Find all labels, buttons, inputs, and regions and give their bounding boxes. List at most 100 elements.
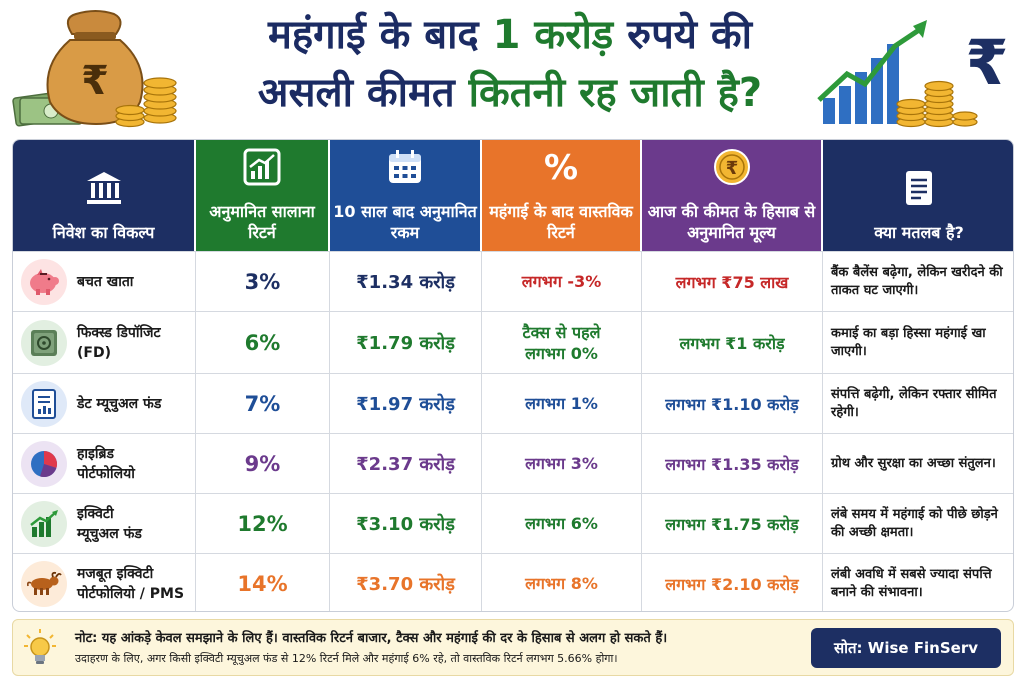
title-line1-post: रुपये की (613, 12, 752, 58)
option-name: फिक्स्ड डिपॉजिट (77, 324, 161, 341)
option-name: डेट म्यूचुअल फंड (77, 395, 162, 412)
lightbulb-icon (24, 629, 56, 664)
table-row: फिक्स्ड डिपॉजिट (FD) 6% ₹1.79 करोड़ टैक्स… (13, 311, 1013, 373)
cell-meaning: ग्रोथ और सुरक्षा का अच्छा संतुलन। (831, 455, 996, 471)
header-amount-after-10-years: 10 साल बाद अनुमानित रकम (330, 140, 482, 251)
cell-investment-option: डेट म्यूचुअल फंड (13, 374, 196, 433)
cell-annual-return: 14% (196, 554, 330, 611)
cell-annual-return: 12% (196, 494, 330, 553)
cell-real-return: लगभग 6% (482, 494, 642, 553)
cell-investment-option: इक्विटी म्यूचुअल फंड (13, 494, 196, 553)
cell-annual-return: 9% (196, 434, 330, 493)
comparison-table: निवेश का विकल्प अनुमानित सालाना रिटर्न 1… (12, 139, 1014, 612)
real-return-line1: लगभग 3% (525, 454, 598, 473)
cell-real-return: लगभग -3% (482, 252, 642, 311)
real-return-line1: लगभग 6% (525, 514, 598, 533)
header-present-value: ₹ आज की कीमत के हिसाब से अनुमानित मूल्य (642, 140, 823, 251)
cell-present-value: लगभग ₹1.10 करोड़ (642, 374, 823, 433)
cell-annual-return: 6% (196, 312, 330, 373)
table-row: डेट म्यूचुअल फंड 7% ₹1.97 करोड़ लगभग 1% … (13, 373, 1013, 433)
cell-amount: ₹2.37 करोड़ (330, 434, 482, 493)
option-name: इक्विटी (77, 505, 114, 522)
cell-present-value: लगभग ₹1.75 करोड़ (642, 494, 823, 553)
header: ₹ महंगाई के बाद 1 करोड़ रुपये की असली की… (0, 0, 1027, 136)
piggy-bank-icon (21, 258, 67, 305)
header-label: अनुमानित सालाना रिटर्न (209, 202, 315, 242)
cell-investment-option: मजबूत इक्विटी पोर्टफोलियो / PMS (13, 554, 196, 611)
option-name: मजबूत इक्विटी (77, 565, 154, 582)
cell-investment-option: बचत खाता (13, 252, 196, 311)
document-icon (899, 168, 939, 208)
cell-meaning: कमाई का बड़ा हिस्सा महंगाई खा जाएगी। (831, 325, 986, 359)
cell-present-value: लगभग ₹2.10 करोड़ (642, 554, 823, 611)
bar-chart-icon (21, 500, 67, 547)
cell-meaning: बैंक बैलेंस बढ़ेगा, लेकिन खरीदने की ताकत… (831, 264, 1003, 298)
table-row: मजबूत इक्विटी पोर्टफोलियो / PMS 14% ₹3.70… (13, 553, 1013, 611)
footer-note: नोट: यह आंकड़े केवल समझाने के लिए हैं। व… (12, 619, 1014, 676)
growth-rupee-icon: ₹ (817, 20, 1009, 128)
bull-icon (21, 560, 67, 607)
cell-present-value: लगभग ₹1.35 करोड़ (642, 434, 823, 493)
note-line-2: उदाहरण के लिए, अगर किसी इक्विटी म्यूचुअल… (75, 652, 618, 665)
cell-amount: ₹1.79 करोड़ (330, 312, 482, 373)
percent-icon: % (541, 147, 581, 187)
page-title: महंगाई के बाद 1 करोड़ रुपये की असली कीमत… (190, 6, 830, 122)
cell-amount: ₹3.10 करोड़ (330, 494, 482, 553)
option-name: बचत खाता (77, 273, 134, 290)
cell-annual-return: 7% (196, 374, 330, 433)
cell-investment-option: फिक्स्ड डिपॉजिट (FD) (13, 312, 196, 373)
header-label: महंगाई के बाद वास्तविक रिटर्न (489, 202, 633, 242)
cell-annual-return: 3% (196, 252, 330, 311)
cell-investment-option: हाइब्रिड पोर्टफोलियो (13, 434, 196, 493)
table-row: इक्विटी म्यूचुअल फंड 12% ₹3.10 करोड़ लगभग… (13, 493, 1013, 553)
title-line2-pre: असली कीमत (257, 70, 469, 116)
header-label: आज की कीमत के हिसाब से अनुमानित मूल्य (647, 202, 816, 242)
header-real-return: % महंगाई के बाद वास्तविक रिटर्न (482, 140, 642, 251)
table-header-row: निवेश का विकल्प अनुमानित सालाना रिटर्न 1… (13, 140, 1013, 251)
pie-chart-icon (21, 440, 67, 487)
growth-chart-icon (242, 147, 282, 187)
note-line-1: नोट: यह आंकड़े केवल समझाने के लिए हैं। व… (75, 631, 668, 646)
calendar-icon (385, 147, 425, 187)
option-name: हाइब्रिड (77, 445, 115, 462)
rupee-coin-icon: ₹ (712, 147, 752, 187)
cell-meaning: संपत्ति बढ़ेगी, लेकिन रफ्तार सीमित रहेगी… (831, 386, 997, 420)
svg-text:%: % (544, 148, 578, 187)
title-line2-highlight: कितनी रह जाती है? (468, 70, 763, 116)
cell-real-return: लगभग 1% (482, 374, 642, 433)
real-return-line1: लगभग 8% (525, 574, 598, 593)
header-label: क्या मतलब है? (874, 223, 964, 242)
cell-real-return: लगभग 3% (482, 434, 642, 493)
cell-present-value: लगभग ₹75 लाख (642, 252, 823, 311)
svg-text:₹: ₹ (725, 158, 738, 179)
money-bag-icon: ₹ (12, 10, 177, 128)
source-badge: सोत: Wise FinServ (811, 628, 1001, 668)
real-return-line1: लगभग 1% (525, 394, 598, 413)
title-line1-pre: महंगाई के बाद (267, 12, 493, 58)
safe-icon (21, 319, 67, 366)
option-name-sub: (FD) (77, 344, 111, 361)
header-meaning: क्या मतलब है? (823, 140, 1013, 251)
title-line1-highlight: 1 करोड़ (492, 12, 614, 58)
report-icon (21, 380, 67, 427)
cell-amount: ₹1.34 करोड़ (330, 252, 482, 311)
table-row: हाइब्रिड पोर्टफोलियो 9% ₹2.37 करोड़ लगभग … (13, 433, 1013, 493)
header-label: निवेश का विकल्प (52, 223, 155, 242)
cell-meaning: लंबे समय में महंगाई को पीछे छोड़ने की अच… (831, 506, 998, 540)
svg-text:₹: ₹ (965, 26, 1008, 99)
cell-amount: ₹3.70 करोड़ (330, 554, 482, 611)
cell-real-return: टैक्स से पहले लगभग 0% (482, 312, 642, 373)
cell-meaning: लंबी अवधि में सबसे ज्यादा संपत्ति बनाने … (831, 566, 992, 600)
option-name-sub: म्यूचुअल फंड (77, 525, 142, 542)
header-annual-return: अनुमानित सालाना रिटर्न (196, 140, 330, 251)
table-row: बचत खाता 3% ₹1.34 करोड़ लगभग -3% लगभग ₹7… (13, 251, 1013, 311)
option-name-sub: पोर्टफोलियो / PMS (77, 585, 185, 602)
header-investment-option: निवेश का विकल्प (13, 140, 196, 251)
svg-text:₹: ₹ (81, 58, 109, 104)
header-label: 10 साल बाद अनुमानित रकम (333, 202, 477, 242)
cell-present-value: लगभग ₹1 करोड़ (642, 312, 823, 373)
real-return-line1: टैक्स से पहले (522, 322, 601, 342)
real-return-line2: लगभग 0% (525, 343, 598, 363)
cell-amount: ₹1.97 करोड़ (330, 374, 482, 433)
option-name-sub: पोर्टफोलियो (77, 465, 135, 482)
